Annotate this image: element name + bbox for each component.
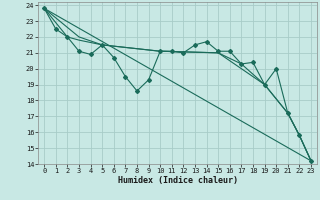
- X-axis label: Humidex (Indice chaleur): Humidex (Indice chaleur): [118, 176, 238, 185]
